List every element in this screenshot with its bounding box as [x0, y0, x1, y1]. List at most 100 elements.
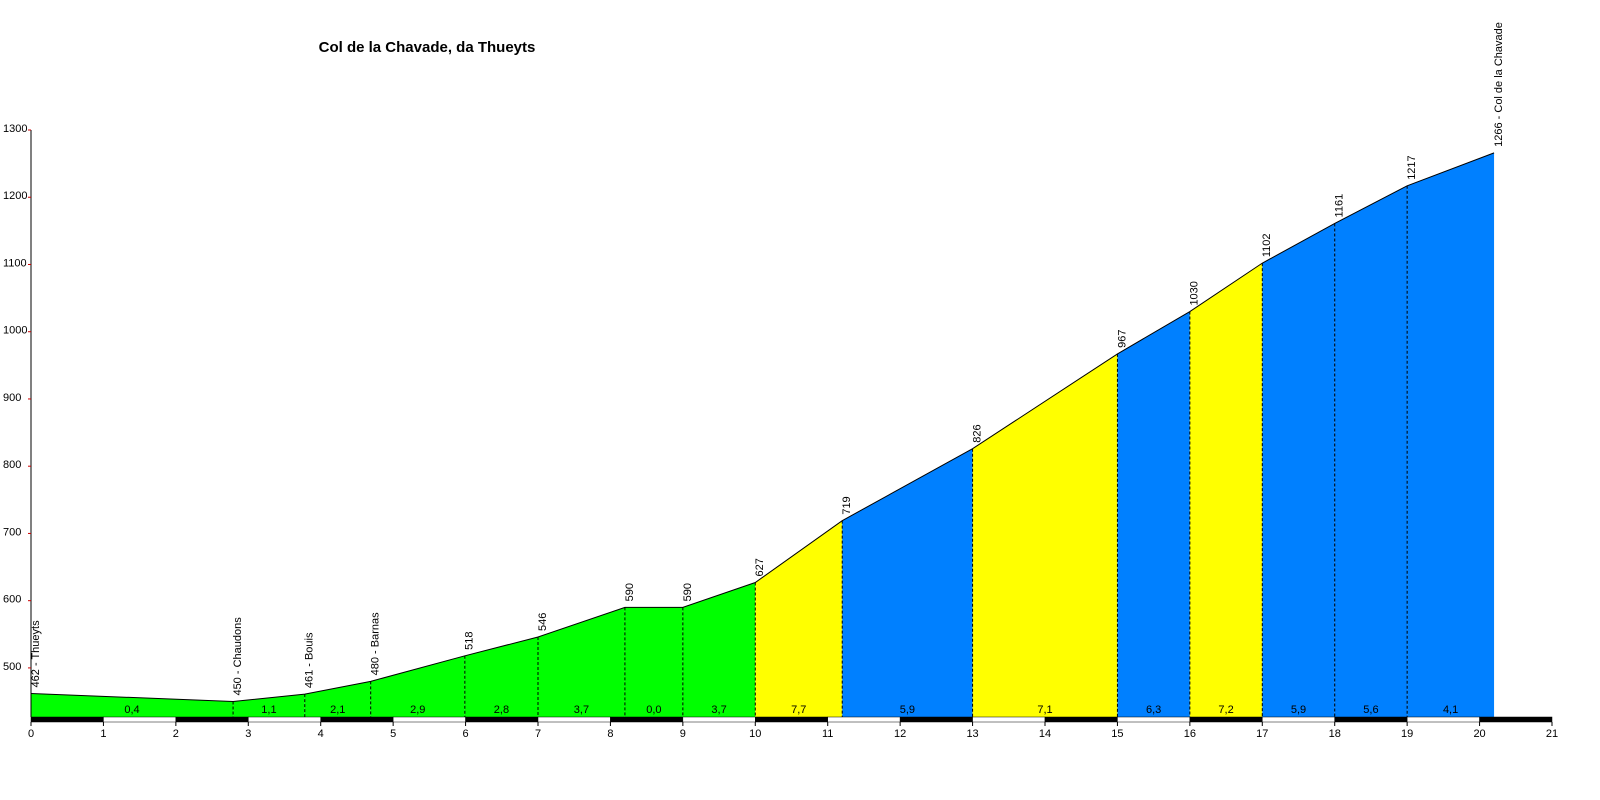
- x-tick-label: 5: [390, 728, 396, 740]
- x-tick-label: 6: [463, 728, 469, 740]
- gradient-label: 0,4: [124, 704, 139, 716]
- y-tick-label: 500: [3, 661, 21, 673]
- point-label: 826: [971, 424, 983, 442]
- distance-bar: [755, 716, 828, 723]
- gradient-label: 5,9: [900, 704, 915, 716]
- distance-bar: [682, 716, 756, 723]
- segment-area: [304, 681, 371, 717]
- point-label: 1102: [1261, 233, 1273, 257]
- x-tick-label: 16: [1184, 728, 1196, 740]
- x-tick-label: 12: [894, 728, 906, 740]
- gradient-label: 7,1: [1037, 704, 1052, 716]
- gradient-label: 4,1: [1443, 704, 1458, 716]
- distance-bar: [248, 716, 321, 723]
- distance-bar: [392, 716, 466, 723]
- point-label: 1030: [1189, 281, 1201, 305]
- gradient-label: 3,7: [574, 704, 589, 716]
- y-tick-label: 900: [3, 392, 21, 404]
- gradient-label: 1,1: [261, 704, 276, 716]
- point-label: 461 - Bouis: [304, 632, 316, 688]
- distance-bar: [1262, 716, 1335, 723]
- segment-area: [31, 693, 234, 717]
- segment-area: [1407, 152, 1495, 718]
- x-tick-label: 19: [1401, 728, 1413, 740]
- x-tick-label: 1: [100, 728, 106, 740]
- x-tick-label: 4: [318, 728, 324, 740]
- distance-bar: [899, 716, 973, 723]
- point-label: 518: [464, 631, 476, 649]
- point-label: 1217: [1406, 155, 1418, 179]
- x-tick-label: 8: [607, 728, 613, 740]
- x-tick-label: 14: [1039, 728, 1051, 740]
- distance-bar: [465, 716, 539, 723]
- y-tick-label: 700: [3, 526, 21, 538]
- segment-area: [972, 353, 1118, 717]
- y-tick-label: 1300: [3, 123, 27, 135]
- x-tick-label: 2: [173, 728, 179, 740]
- point-label: 450 - Chaudons: [232, 617, 244, 696]
- distance-bar: [1479, 716, 1553, 723]
- segment-area: [682, 582, 756, 717]
- distance-bar: [1117, 716, 1191, 723]
- x-tick-label: 9: [680, 728, 686, 740]
- point-label: 1161: [1334, 194, 1346, 218]
- gradient-label: 2,8: [494, 704, 509, 716]
- chart-title: Col de la Chavade, da Thueyts: [319, 39, 536, 56]
- point-label: 546: [537, 613, 549, 631]
- point-label: 967: [1116, 330, 1128, 348]
- distance-bar: [175, 716, 249, 723]
- distance-bar: [610, 716, 684, 723]
- segment-area: [1262, 223, 1335, 717]
- distance-bar: [103, 716, 177, 723]
- x-tick-label: 11: [822, 728, 833, 740]
- gradient-label: 7,2: [1218, 704, 1233, 716]
- x-tick-label: 17: [1256, 728, 1268, 740]
- point-label: 480 - Barnas: [370, 612, 382, 675]
- point-label: 590: [624, 583, 636, 601]
- gradient-label: 5,6: [1363, 704, 1378, 716]
- profile-line: [30, 152, 1495, 703]
- y-tick-label: 800: [3, 459, 21, 471]
- distance-bar: [1044, 716, 1118, 723]
- distance-bar: [537, 716, 611, 723]
- distance-bar: [827, 716, 901, 723]
- y-tick-label: 1200: [3, 190, 27, 202]
- gradient-label: 3,7: [711, 704, 726, 716]
- y-tick-label: 1100: [3, 257, 27, 269]
- y-tick-label: 600: [3, 594, 21, 606]
- point-label: 462 - Thueyts: [30, 620, 42, 688]
- segment-area: [755, 520, 843, 717]
- x-tick-label: 21: [1546, 728, 1558, 740]
- segment-area: [538, 607, 625, 717]
- gradient-label: 6,3: [1146, 704, 1161, 716]
- x-tick-label: 3: [245, 728, 251, 740]
- x-tick-label: 15: [1111, 728, 1123, 740]
- segment-area: [842, 448, 973, 717]
- distance-bar: [1406, 716, 1480, 723]
- x-tick-label: 0: [28, 728, 34, 740]
- gradient-label: 7,7: [791, 704, 806, 716]
- segment-area: [370, 655, 465, 717]
- gradient-label: 2,1: [330, 704, 345, 716]
- gradient-label: 5,9: [1291, 704, 1306, 716]
- segment-area: [1334, 185, 1408, 717]
- gradient-label: 0,0: [646, 704, 661, 716]
- segment-area: [624, 607, 683, 717]
- gradient-label: 2,9: [410, 704, 425, 716]
- y-tick-label: 1000: [3, 325, 27, 337]
- point-label: 627: [754, 558, 766, 576]
- segment-area: [464, 636, 538, 717]
- segment-area: [1189, 263, 1263, 717]
- x-tick-label: 20: [1473, 728, 1485, 740]
- x-tick-label: 18: [1329, 728, 1341, 740]
- point-label: 719: [841, 496, 853, 514]
- distance-bar: [320, 716, 394, 723]
- x-tick-label: 7: [535, 728, 541, 740]
- segment-area: [1117, 311, 1190, 717]
- point-label: 1266 - Col de la Chavade: [1493, 22, 1505, 147]
- distance-bar: [972, 716, 1046, 723]
- distance-bar: [1334, 716, 1408, 723]
- point-label: 590: [682, 583, 694, 601]
- distance-bar: [30, 716, 104, 723]
